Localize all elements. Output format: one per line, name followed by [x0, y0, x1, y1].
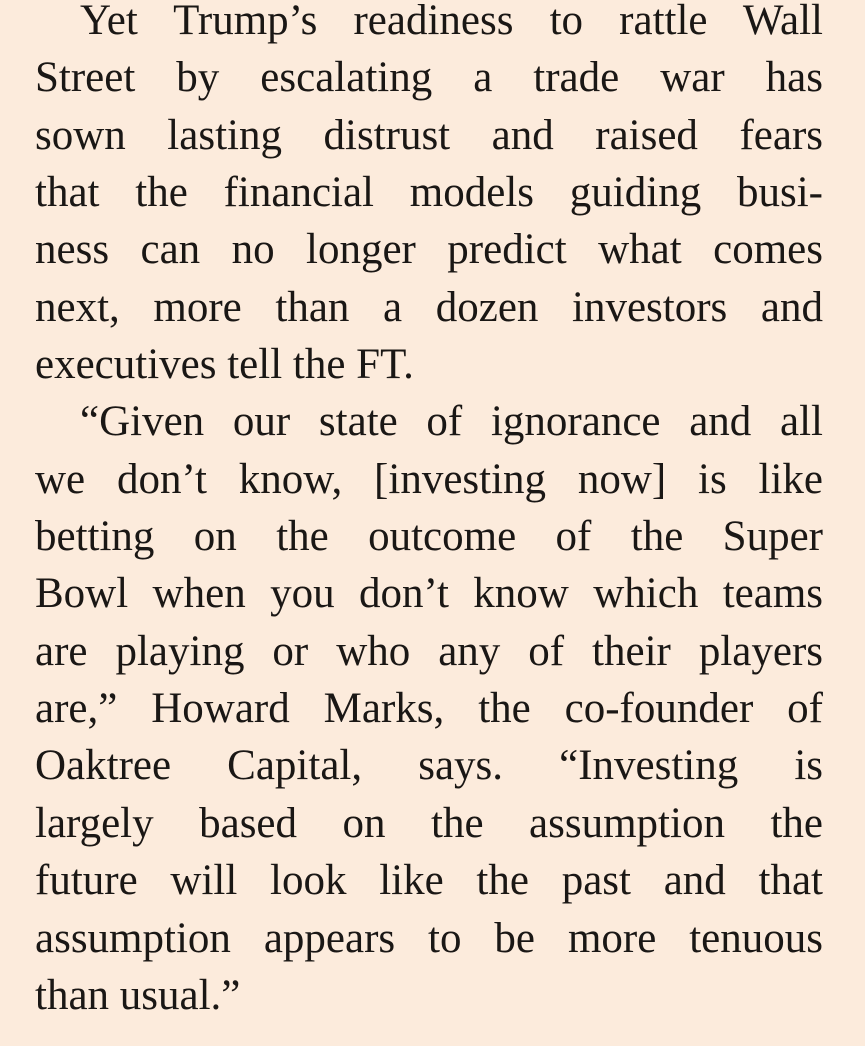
text-line: that the financial models guiding busi- — [35, 169, 823, 217]
text-line: executives tell the FT. — [35, 341, 414, 389]
text-line: than usual.” — [35, 971, 241, 1019]
text-line: are playing or who any of their players — [35, 627, 823, 675]
text-line: next, more than a dozen investors and — [35, 283, 823, 331]
text-line: “Given our state of ignorance and all — [80, 398, 823, 446]
text-line: are,” Howard Marks, the co-founder of — [35, 685, 823, 733]
paragraph: “Given our state of ignorance and all we … — [35, 393, 823, 1024]
text-line: Yet Trump’s readiness to rattle Wall — [80, 0, 823, 44]
text-line: future will look like the past and that — [35, 857, 823, 905]
text-line: ness can no longer predict what comes — [35, 226, 823, 274]
paragraph: Yet Trump’s readiness to rattle Wall Stre… — [35, 0, 823, 393]
text-line: Bowl when you don’t know which teams — [35, 570, 823, 618]
text-line: Oaktree Capital, says. “Investing is — [35, 742, 823, 790]
text-line: assumption appears to be more tenuous — [35, 914, 823, 962]
article: Yet Trump’s readiness to rattle Wall Stre… — [35, 0, 823, 1024]
text-line: we don’t know, [investing now] is like — [35, 455, 823, 503]
text-line: sown lasting distrust and raised fears — [35, 111, 823, 159]
text-line: betting on the outcome of the Super — [35, 513, 823, 561]
text-line: Street by escalating a trade war has — [35, 54, 823, 102]
text-line: largely based on the assumption the — [35, 799, 823, 847]
